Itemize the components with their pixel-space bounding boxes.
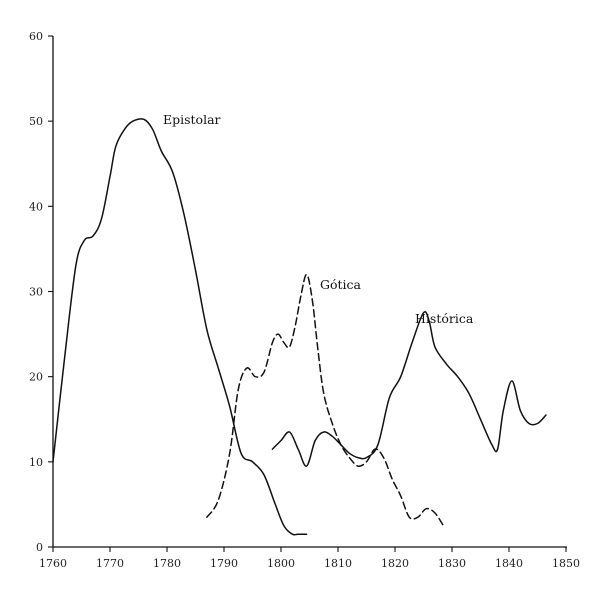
series-labels: Epistolar Gótica Histórica [163, 112, 474, 326]
x-tick-label: 1780 [153, 557, 181, 570]
y-tick-label: 20 [29, 371, 43, 384]
x-tick-label: 1760 [39, 557, 67, 570]
y-tick-label: 50 [29, 115, 43, 128]
chart-axes [52, 36, 567, 548]
series-line-gtica [206, 273, 445, 527]
x-tick-label: 1770 [96, 557, 124, 570]
y-tick-label: 10 [29, 456, 43, 469]
series-line-epistolar [52, 118, 308, 536]
x-tick-label: 1840 [495, 557, 523, 570]
x-tick-label: 1800 [267, 557, 295, 570]
series-line-histrica [271, 311, 547, 467]
series-label: Epistolar [163, 112, 221, 127]
y-tick-label: 60 [29, 30, 43, 43]
y-tick-label: 0 [36, 541, 43, 554]
chart-series [52, 118, 547, 536]
x-tick-label: 1820 [381, 557, 409, 570]
series-label: Histórica [415, 311, 474, 326]
x-tick-label: 1850 [552, 557, 580, 570]
x-axis-ticks: 1760 1770 1780 1790 1800 1810 1820 1830 1840 1850 [39, 547, 580, 570]
y-tick-label: 40 [29, 200, 43, 213]
x-tick-label: 1810 [324, 557, 352, 570]
y-tick-label: 30 [29, 286, 43, 299]
y-axis-ticks: 0 10 20 30 40 50 60 [29, 30, 53, 554]
x-tick-label: 1830 [438, 557, 466, 570]
series-label: Gótica [320, 277, 362, 292]
x-tick-label: 1790 [210, 557, 238, 570]
